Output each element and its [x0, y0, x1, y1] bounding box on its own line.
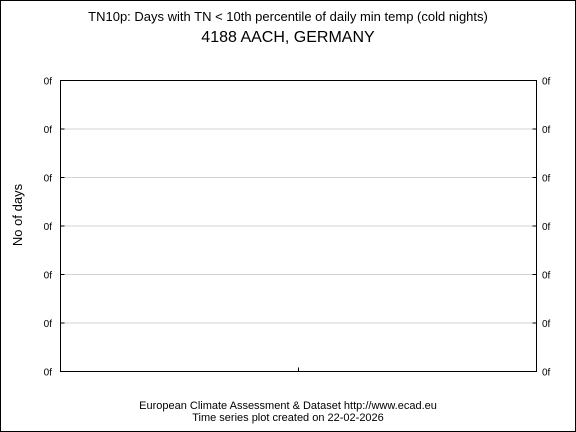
plot-area — [60, 80, 537, 372]
y-tick-label: 0f — [44, 368, 53, 379]
y-tick-label: 0f — [44, 174, 53, 185]
y-tick-label: 0f — [542, 77, 551, 88]
y-tick-label: 0f — [542, 174, 551, 185]
y-tick-label: 0f — [542, 222, 551, 233]
y-tick-label: 0f — [44, 77, 53, 88]
y-tick-label: 0f — [44, 222, 53, 233]
y-axis-label: No of days — [10, 183, 25, 246]
footer-line-2: Time series plot created on 22-02-2026 — [192, 412, 384, 424]
chart-title: TN10p: Days with TN < 10th percentile of… — [88, 9, 488, 24]
y-tick-label: 0f — [542, 368, 551, 379]
y-tick-label: 0f — [44, 271, 53, 282]
chart-subtitle: 4188 AACH, GERMANY — [201, 29, 375, 46]
y-tick-labels-left: 0f 0f 0f 0f 0f 0f 0f — [44, 77, 53, 379]
y-tick-label: 0f — [542, 319, 551, 330]
y-tick-label: 0f — [542, 271, 551, 282]
y-tick-labels-right: 0f 0f 0f 0f 0f 0f 0f — [542, 77, 551, 379]
grid-lines — [60, 128, 537, 324]
y-tick-label: 0f — [44, 125, 53, 136]
footer-line-1: European Climate Assessment & Dataset ht… — [139, 400, 437, 412]
y-tick-label: 0f — [44, 319, 53, 330]
y-tick-label: 0f — [542, 125, 551, 136]
